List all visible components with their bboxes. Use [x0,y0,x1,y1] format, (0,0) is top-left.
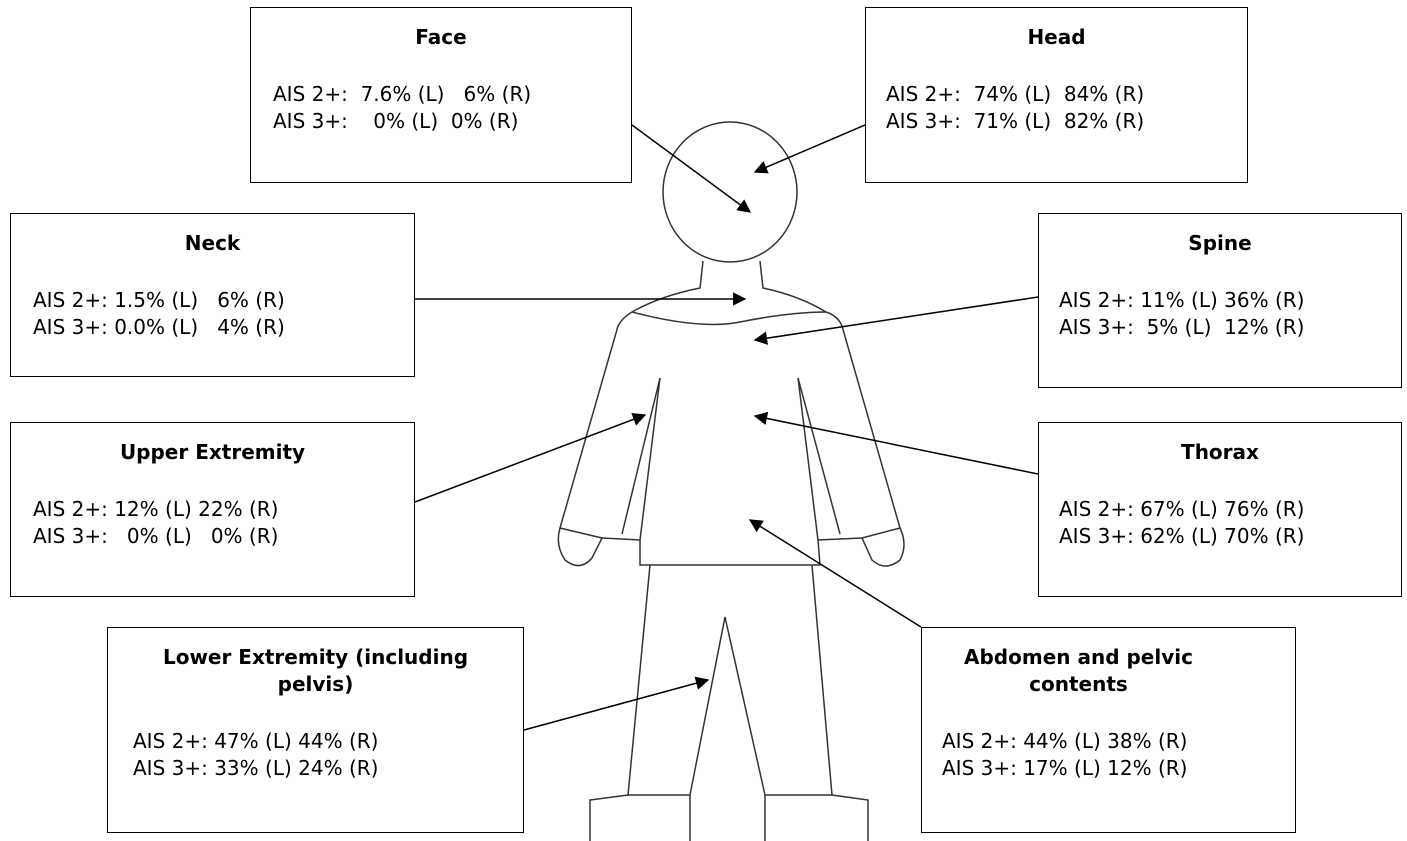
info-box: Abdomen and pelvic contents AIS 2+: 44% (… [921,627,1296,833]
box-title: Head [1027,25,1086,49]
box-line: AIS 3+: 0% (L) 0% (R) [273,109,519,133]
box-title: Neck [184,231,241,255]
box-line: AIS 2+: 1.5% (L) 6% (R) [33,288,285,312]
box-title: Upper Extremity [119,440,306,464]
box-title: Thorax [1181,440,1259,464]
info-box: Spine AIS 2+: 11% (L) 36% (R) AIS 3+: 5% (… [1038,213,1402,388]
info-box: Thorax AIS 2+: 67% (L) 76% (R) AIS 3+: 62%… [1038,422,1402,597]
box-title: Lower Extremity (including pelvis) [162,645,469,696]
box-line: AIS 3+: 0.0% (L) 4% (R) [33,315,285,339]
box-line: AIS 3+: 71% (L) 82% (R) [886,109,1145,133]
box-line: AIS 2+: 12% (L) 22% (R) [33,497,279,521]
box-line: AIS 3+: 62% (L) 70% (R) [1059,524,1305,548]
box-line: AIS 2+: 67% (L) 76% (R) [1059,497,1305,521]
info-box: Head AIS 2+: 74% (L) 84% (R) AIS 3+: 71% (… [865,7,1248,183]
box-line: AIS 2+: 47% (L) 44% (R) [133,729,379,753]
box-line: AIS 3+: 0% (L) 0% (R) [33,524,279,548]
info-box: Neck AIS 2+: 1.5% (L) 6% (R) AIS 3+: 0.0% … [10,213,415,377]
box-line: AIS 3+: 17% (L) 12% (R) [942,756,1188,780]
info-box: Face AIS 2+: 7.6% (L) 6% (R) AIS 3+: 0% (L… [250,7,632,183]
info-box: Upper Extremity AIS 2+: 12% (L) 22% (R) AI… [10,422,415,597]
outline [557,121,905,841]
box-title: Abdomen and pelvic contents [964,645,1193,696]
arrows [414,124,1039,731]
box-line: AIS 3+: 33% (L) 24% (R) [133,756,379,780]
box-line: AIS 3+: 5% (L) 12% (R) [1059,315,1305,339]
box-title: Face [415,25,467,49]
box-line: AIS 2+: 7.6% (L) 6% (R) [273,82,532,106]
info-box: Lower Extremity (including pelvis) AIS 2+… [107,627,524,833]
box-line: AIS 2+: 44% (L) 38% (R) [942,729,1188,753]
box-title: Spine [1188,231,1252,255]
box-line: AIS 2+: 74% (L) 84% (R) [886,82,1145,106]
box-line: AIS 2+: 11% (L) 36% (R) [1059,288,1305,312]
